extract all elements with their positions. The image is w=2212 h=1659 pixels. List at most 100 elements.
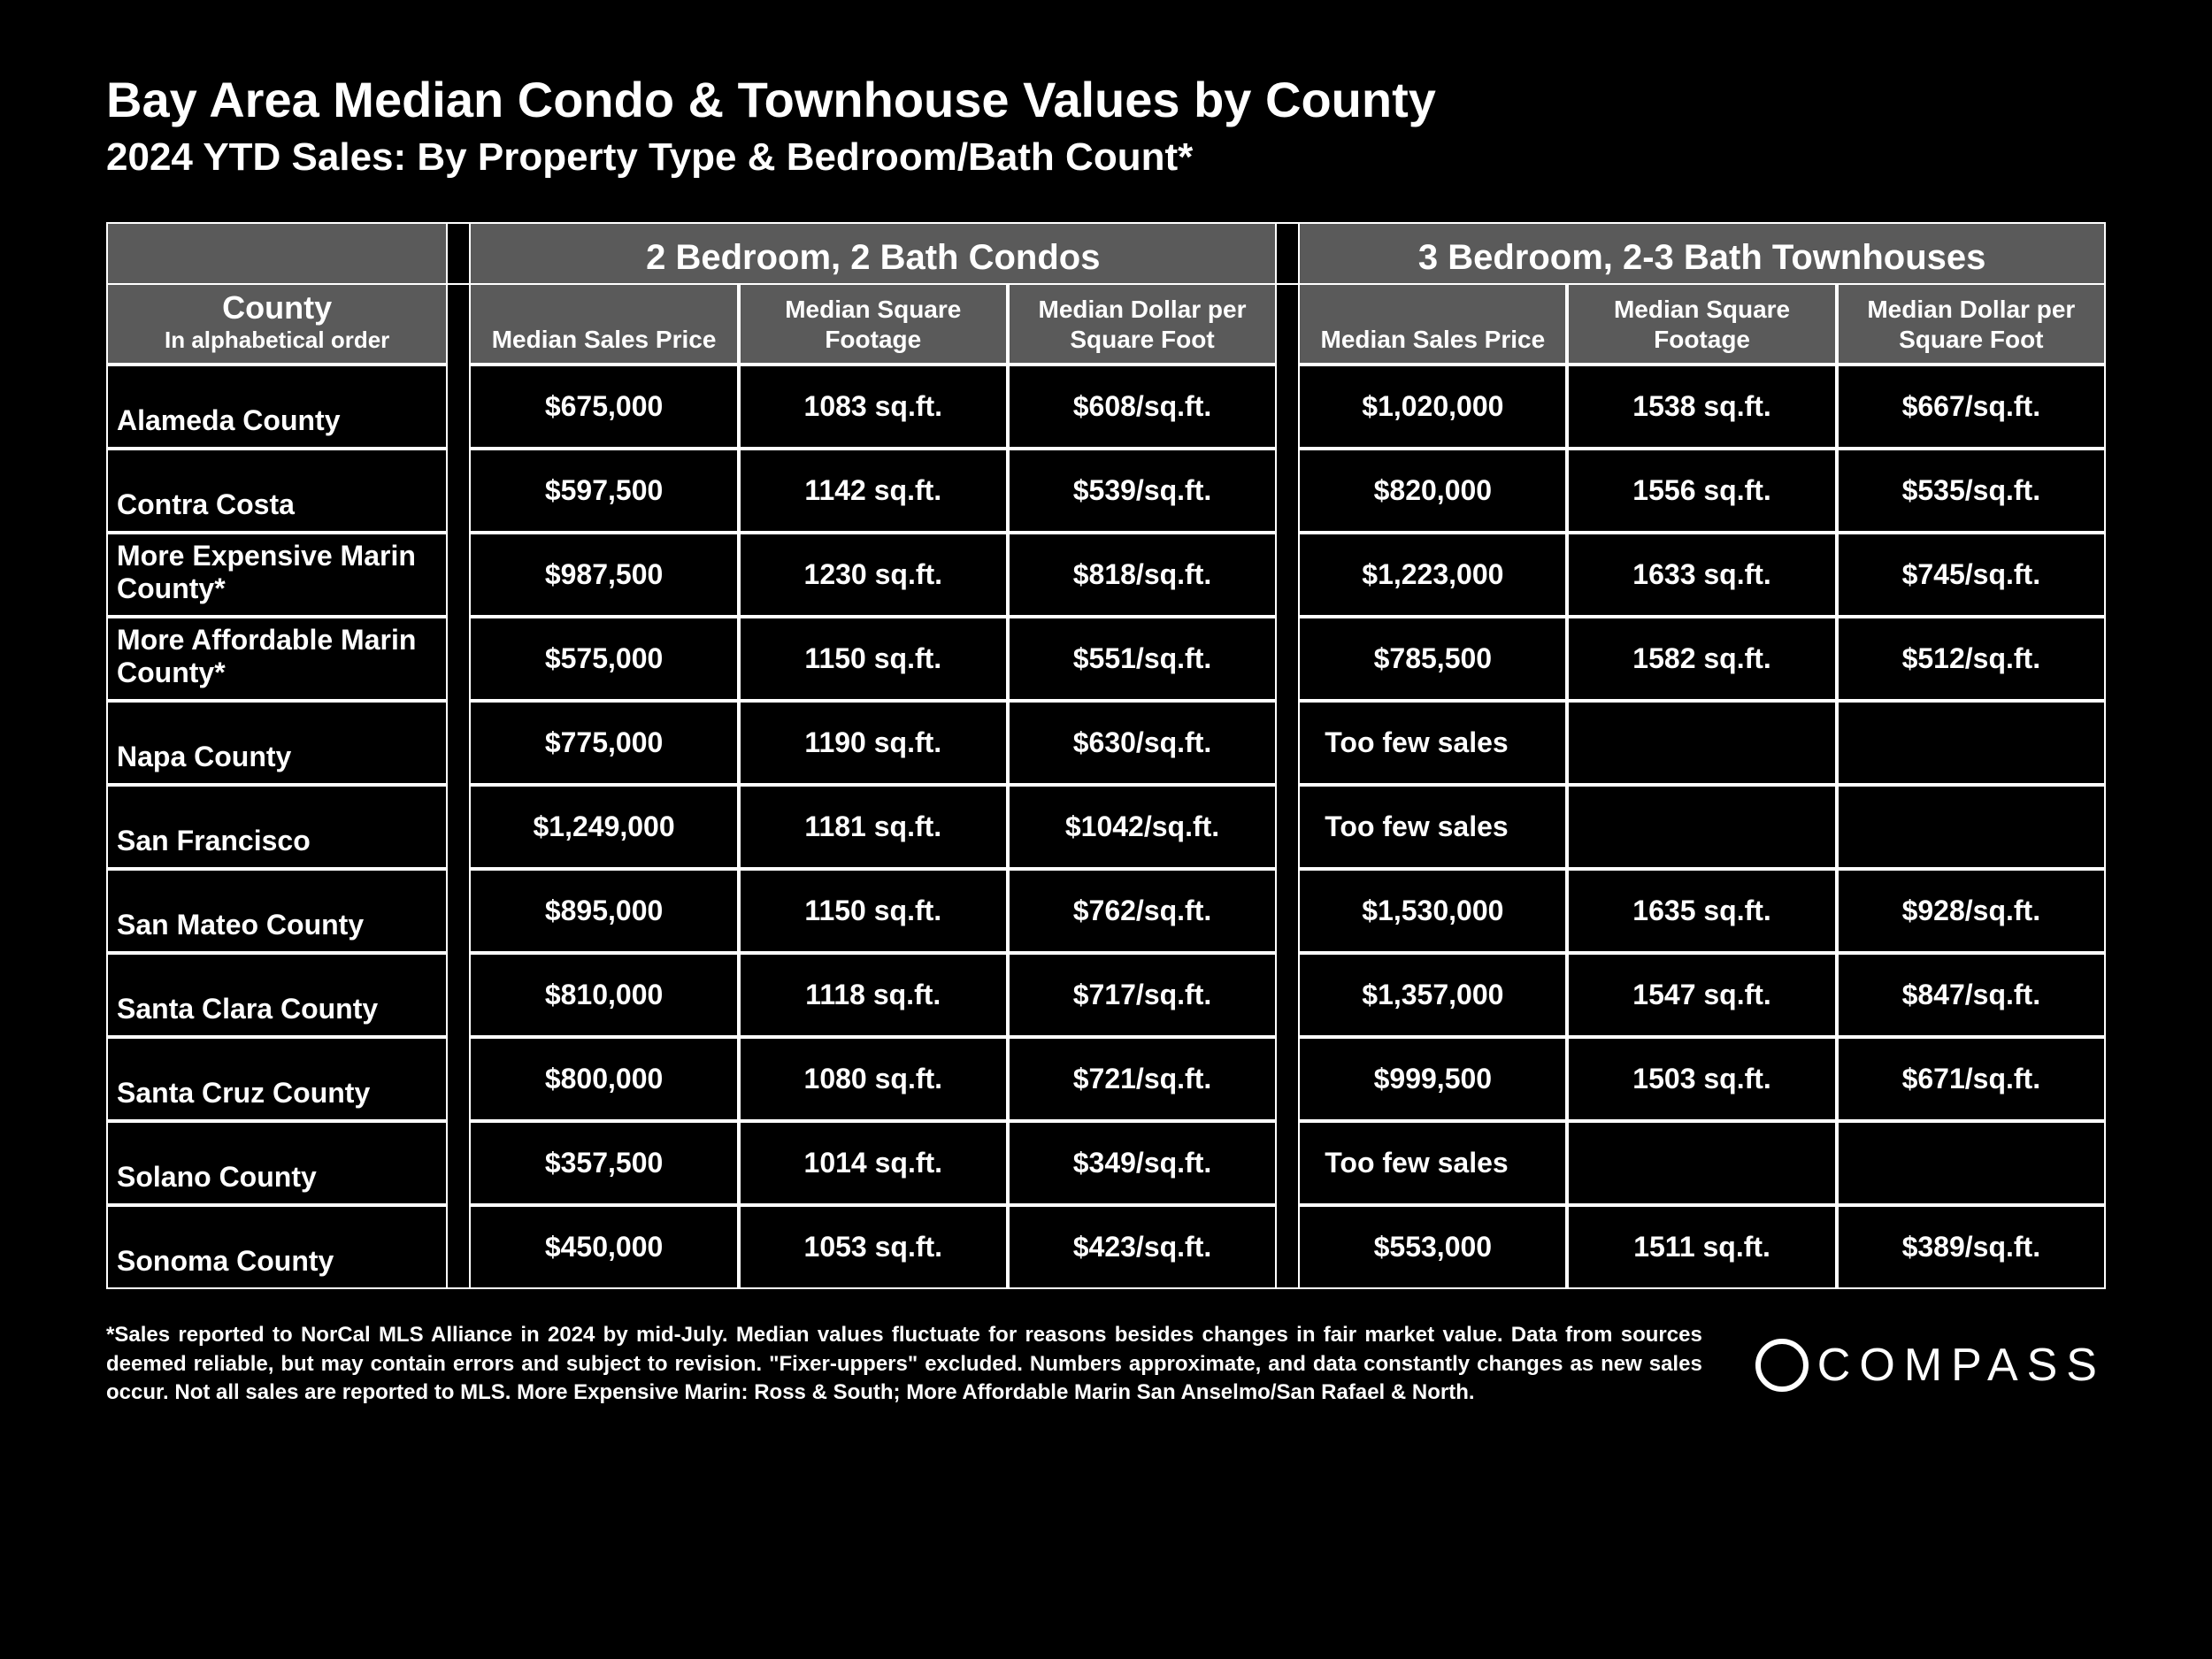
county-cell: More Affordable Marin County*	[106, 617, 448, 701]
county-header-text: County	[222, 289, 332, 326]
county-cell: Napa County	[106, 701, 448, 785]
row-spacer	[1277, 533, 1298, 617]
data-cell: $721/sq.ft.	[1008, 1037, 1277, 1121]
table-row: Santa Clara County$810,0001118 sq.ft.$71…	[106, 953, 2106, 1037]
data-cell: 1582 sq.ft.	[1567, 617, 1836, 701]
data-cell	[1567, 701, 1836, 785]
row-spacer	[1277, 1121, 1298, 1205]
table-row: Sonoma County$450,0001053 sq.ft.$423/sq.…	[106, 1205, 2106, 1289]
data-cell: Too few sales	[1298, 785, 1567, 869]
col-spacer	[1277, 222, 1298, 283]
data-cell: $597,500	[469, 449, 738, 533]
county-cell: Santa Clara County	[106, 953, 448, 1037]
page-subtitle: 2024 YTD Sales: By Property Type & Bedro…	[106, 135, 2106, 180]
data-cell: 1080 sq.ft.	[739, 1037, 1008, 1121]
county-cell: San Mateo County	[106, 869, 448, 953]
data-cell: 1118 sq.ft.	[739, 953, 1008, 1037]
data-cell: $810,000	[469, 953, 738, 1037]
data-cell: 1083 sq.ft.	[739, 365, 1008, 449]
table-row: More Expensive Marin County*$987,5001230…	[106, 533, 2106, 617]
data-cell: $717/sq.ft.	[1008, 953, 1277, 1037]
row-spacer	[448, 1037, 469, 1121]
county-cell: Solano County	[106, 1121, 448, 1205]
row-spacer	[448, 365, 469, 449]
row-spacer	[1277, 1205, 1298, 1289]
data-cell: $820,000	[1298, 449, 1567, 533]
data-cell: $928/sq.ft.	[1837, 869, 2106, 953]
row-spacer	[1277, 1037, 1298, 1121]
data-cell	[1567, 1121, 1836, 1205]
table-row: San Mateo County$895,0001150 sq.ft.$762/…	[106, 869, 2106, 953]
table-row: Solano County$357,5001014 sq.ft.$349/sq.…	[106, 1121, 2106, 1205]
row-spacer	[448, 869, 469, 953]
row-spacer	[1277, 617, 1298, 701]
data-cell: $999,500	[1298, 1037, 1567, 1121]
data-cell: 1547 sq.ft.	[1567, 953, 1836, 1037]
brand-logo: COMPASS	[1755, 1339, 2106, 1392]
county-cell: Alameda County	[106, 365, 448, 449]
data-cell: $608/sq.ft.	[1008, 365, 1277, 449]
county-header: County In alphabetical order	[106, 283, 448, 365]
col-b-sqft: Median Square Footage	[1567, 283, 1836, 365]
data-cell: $671/sq.ft.	[1837, 1037, 2106, 1121]
data-cell: $630/sq.ft.	[1008, 701, 1277, 785]
row-spacer	[448, 1121, 469, 1205]
table-row: Napa County$775,0001190 sq.ft.$630/sq.ft…	[106, 701, 2106, 785]
row-spacer	[448, 533, 469, 617]
data-cell: 1538 sq.ft.	[1567, 365, 1836, 449]
data-cell: $535/sq.ft.	[1837, 449, 2106, 533]
row-spacer	[448, 617, 469, 701]
data-cell: $575,000	[469, 617, 738, 701]
county-header-blank	[106, 222, 448, 283]
table-row: More Affordable Marin County*$575,000115…	[106, 617, 2106, 701]
col-spacer	[1277, 283, 1298, 365]
data-cell: $1,530,000	[1298, 869, 1567, 953]
group-b-header: 3 Bedroom, 2-3 Bath Townhouses	[1298, 222, 2106, 283]
data-cell: Too few sales	[1298, 1121, 1567, 1205]
data-cell: $512/sq.ft.	[1837, 617, 2106, 701]
data-cell: $818/sq.ft.	[1008, 533, 1277, 617]
data-cell: $675,000	[469, 365, 738, 449]
county-cell: San Francisco	[106, 785, 448, 869]
col-a-psf: Median Dollar per Square Foot	[1008, 283, 1277, 365]
footnote-text: *Sales reported to NorCal MLS Alliance i…	[106, 1321, 1702, 1407]
col-b-psf: Median Dollar per Square Foot	[1837, 283, 2106, 365]
row-spacer	[1277, 449, 1298, 533]
col-spacer	[448, 283, 469, 365]
row-spacer	[1277, 701, 1298, 785]
data-cell: $551/sq.ft.	[1008, 617, 1277, 701]
data-cell: $775,000	[469, 701, 738, 785]
row-spacer	[448, 953, 469, 1037]
county-subheader-text: In alphabetical order	[111, 326, 442, 354]
data-cell	[1837, 701, 2106, 785]
data-cell: 1190 sq.ft.	[739, 701, 1008, 785]
data-cell: 1503 sq.ft.	[1567, 1037, 1836, 1121]
row-spacer	[1277, 365, 1298, 449]
data-cell: 1633 sq.ft.	[1567, 533, 1836, 617]
data-cell: $745/sq.ft.	[1837, 533, 2106, 617]
row-spacer	[448, 449, 469, 533]
data-cell: 1142 sq.ft.	[739, 449, 1008, 533]
row-spacer	[1277, 953, 1298, 1037]
page-title: Bay Area Median Condo & Townhouse Values…	[106, 71, 2106, 128]
county-cell: Santa Cruz County	[106, 1037, 448, 1121]
data-table: 2 Bedroom, 2 Bath Condos 3 Bedroom, 2-3 …	[106, 222, 2106, 1289]
group-a-header: 2 Bedroom, 2 Bath Condos	[469, 222, 1277, 283]
county-cell: Contra Costa	[106, 449, 448, 533]
data-cell: $847/sq.ft.	[1837, 953, 2106, 1037]
row-spacer	[448, 701, 469, 785]
row-spacer	[1277, 785, 1298, 869]
data-cell: $423/sq.ft.	[1008, 1205, 1277, 1289]
row-spacer	[448, 1205, 469, 1289]
data-cell: 1014 sq.ft.	[739, 1121, 1008, 1205]
data-cell: 1053 sq.ft.	[739, 1205, 1008, 1289]
brand-name: COMPASS	[1817, 1339, 2106, 1392]
table-row: Santa Cruz County$800,0001080 sq.ft.$721…	[106, 1037, 2106, 1121]
data-cell: 1635 sq.ft.	[1567, 869, 1836, 953]
data-cell: 1150 sq.ft.	[739, 869, 1008, 953]
county-cell: More Expensive Marin County*	[106, 533, 448, 617]
data-cell: 1556 sq.ft.	[1567, 449, 1836, 533]
row-spacer	[1277, 869, 1298, 953]
data-cell: $349/sq.ft.	[1008, 1121, 1277, 1205]
data-cell: 1511 sq.ft.	[1567, 1205, 1836, 1289]
